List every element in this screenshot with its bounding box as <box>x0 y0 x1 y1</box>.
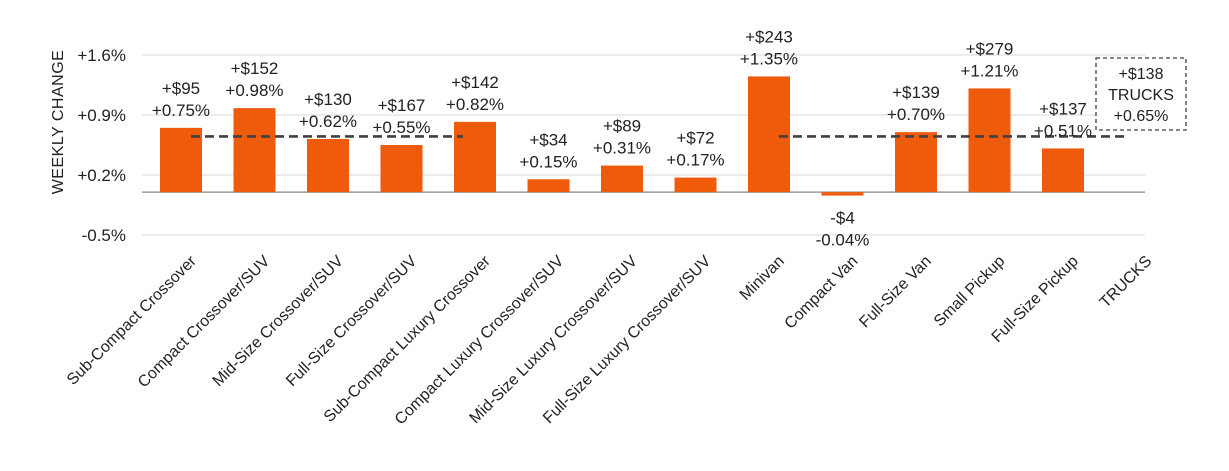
data-label-dollar: +$167 <box>378 96 426 115</box>
data-label-dollar: -$4 <box>830 209 855 228</box>
y-tick-label: +0.9% <box>77 106 126 125</box>
data-label-percent: +1.35% <box>740 49 798 68</box>
x-category-label: Full-Size Crossover/SUV <box>283 253 420 390</box>
x-category-label: Sub-Compact Crossover <box>64 252 200 388</box>
bar <box>160 127 202 193</box>
data-label-percent: +1.21% <box>960 61 1018 80</box>
data-label-percent: +0.17% <box>666 151 724 170</box>
bars <box>160 76 1084 196</box>
x-category-label: Full-Size Luxury Crossover/SUV <box>540 253 714 427</box>
bar <box>748 76 790 193</box>
data-label-percent: +0.70% <box>887 105 945 124</box>
bar <box>380 145 423 193</box>
data-labels: +$95 +0.75% +$152 +0.98% +$130 +0.62% +$167 +0.… <box>152 27 1092 249</box>
bar <box>233 108 276 193</box>
data-label-dollar: +$95 <box>162 79 200 98</box>
callout-box <box>1095 57 1187 131</box>
data-label-percent: +0.51% <box>1034 121 1092 140</box>
data-label-dollar: +$279 <box>966 39 1014 58</box>
x-category-label: Full-Size Van <box>856 253 934 331</box>
data-label-percent: +0.75% <box>152 101 210 120</box>
data-label-percent: +0.98% <box>225 81 283 100</box>
x-category-label: Compact Van <box>782 253 862 333</box>
bar <box>968 88 1011 193</box>
x-category-label: Minivan <box>737 253 788 304</box>
x-category-label: Mid-Size Crossover/SUV <box>210 253 347 390</box>
y-axis-title: WEEKLY CHANGE <box>50 50 67 195</box>
x-category-label: Small Pickup <box>931 253 1008 330</box>
bar <box>527 179 570 193</box>
bar <box>821 192 864 196</box>
data-label-percent: -0.04% <box>816 231 870 250</box>
bar <box>674 177 717 193</box>
data-label-percent: +0.31% <box>593 139 651 158</box>
trucks-callout: +$138 TRUCKS +0.65% <box>1095 57 1187 131</box>
callout-name: TRUCKS <box>1108 87 1174 104</box>
data-label-dollar: +$243 <box>745 27 793 46</box>
data-label-dollar: +$34 <box>529 130 567 149</box>
y-tick-label: -0.5% <box>82 226 126 245</box>
data-label-dollar: +$89 <box>603 117 641 136</box>
y-tick-label: +1.6% <box>77 46 126 65</box>
data-label-dollar: +$72 <box>676 129 714 148</box>
data-label-dollar: +$137 <box>1039 99 1087 118</box>
data-label-percent: +0.62% <box>299 112 357 131</box>
x-category-label: Compact Crossover/SUV <box>135 253 274 392</box>
bar <box>1042 148 1084 193</box>
y-axis: -0.5% +0.2% +0.9% +1.6% <box>77 46 126 245</box>
callout-dollar: +$138 <box>1119 66 1164 83</box>
data-label-dollar: +$142 <box>451 73 499 92</box>
data-label-percent: +0.15% <box>519 152 577 171</box>
data-label-percent: +0.55% <box>372 118 430 137</box>
bar <box>307 139 349 193</box>
data-label-dollar: +$139 <box>892 83 940 102</box>
bar <box>601 165 643 193</box>
x-category-label: TRUCKS <box>1097 253 1156 312</box>
data-label-dollar: +$152 <box>231 59 279 78</box>
bar <box>454 121 496 193</box>
data-label-percent: +0.82% <box>446 95 504 114</box>
y-tick-label: +0.2% <box>77 166 126 185</box>
bar <box>895 132 937 193</box>
data-label-dollar: +$130 <box>304 90 352 109</box>
callout-percent: +0.65% <box>1114 108 1169 125</box>
